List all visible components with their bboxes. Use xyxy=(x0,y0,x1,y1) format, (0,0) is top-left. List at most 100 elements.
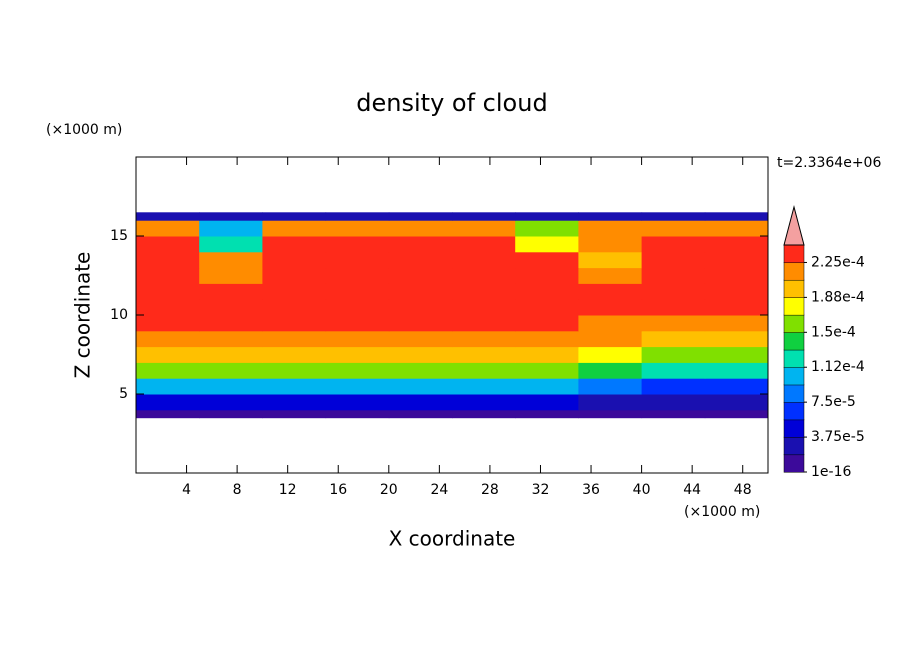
contour-cell xyxy=(136,236,200,253)
contour-cell xyxy=(199,394,263,411)
colorbar-band xyxy=(783,244,805,264)
contour-cell xyxy=(641,409,706,419)
contour-cell xyxy=(641,346,706,363)
contour-cell xyxy=(325,267,390,284)
contour-cell xyxy=(578,251,643,269)
contour-cell xyxy=(704,330,769,348)
contour-cell xyxy=(452,362,516,379)
contour-cell xyxy=(136,212,200,221)
contour-cell xyxy=(704,220,769,237)
contour-cell xyxy=(641,220,706,237)
contour-cell xyxy=(704,299,769,316)
contour-cell xyxy=(136,267,200,284)
contour-cell xyxy=(452,315,516,332)
contour-cell xyxy=(452,267,516,284)
contour-cell xyxy=(515,212,579,221)
x-tick-label: 48 xyxy=(734,482,752,498)
contour-cell xyxy=(388,267,453,284)
contour-cell xyxy=(452,212,516,221)
contour-cell xyxy=(262,251,327,269)
contour-cell xyxy=(325,409,390,419)
contour-cell xyxy=(578,362,643,379)
contour-cell xyxy=(515,394,579,411)
contour-cell xyxy=(704,394,769,411)
contour-cell xyxy=(452,299,516,316)
colorbar-label: 3.75e-5 xyxy=(811,429,865,445)
contour-cell xyxy=(325,362,390,379)
contour-cell xyxy=(515,315,579,332)
x-tick-label: 28 xyxy=(481,482,499,498)
contour-cell xyxy=(199,212,263,221)
contour-cell xyxy=(578,212,643,221)
contour-cell xyxy=(325,346,390,363)
contour-cell xyxy=(641,378,706,395)
contour-cell xyxy=(199,283,263,300)
contour-cell xyxy=(199,220,263,237)
contour-cell xyxy=(641,330,706,348)
contour-cell xyxy=(136,378,200,395)
contour-cell xyxy=(136,283,200,300)
contour-cell xyxy=(515,409,579,419)
colorbar-band xyxy=(783,349,805,368)
contour-cell xyxy=(578,220,643,237)
colorbar-band xyxy=(783,314,805,333)
colorbar-band xyxy=(783,366,805,386)
contour-cell xyxy=(704,251,769,269)
colorbar-label: 1.12e-4 xyxy=(811,359,865,375)
x-tick-label: 16 xyxy=(329,482,347,498)
contour-cell xyxy=(262,220,327,237)
contour-cell xyxy=(262,394,327,411)
contour-cell xyxy=(325,251,390,269)
colorbar-label: 1e-16 xyxy=(811,464,851,480)
contour-cell xyxy=(262,362,327,379)
contour-cell xyxy=(452,236,516,253)
contour-cell xyxy=(388,251,453,269)
colorbar-label: 7.5e-5 xyxy=(811,394,856,410)
contour-cell xyxy=(325,330,390,348)
contour-cell xyxy=(388,315,453,332)
contour-cell xyxy=(578,409,643,419)
chart-title: density of cloud xyxy=(356,89,547,117)
x-tick-label: 4 xyxy=(182,482,191,498)
contour-cell xyxy=(515,378,579,395)
contour-cell xyxy=(199,315,263,332)
contour-cell xyxy=(388,409,453,419)
colorbar-band xyxy=(783,297,805,316)
contour-cell xyxy=(388,212,453,221)
contour-cell xyxy=(452,346,516,363)
colorbar-band xyxy=(783,332,805,351)
contour-cell xyxy=(515,330,579,348)
contour-cell xyxy=(388,236,453,253)
contour-cell xyxy=(262,330,327,348)
contour-cell xyxy=(325,220,390,237)
contour-cell xyxy=(641,212,706,221)
contour-cell xyxy=(515,267,579,284)
contour-cell xyxy=(388,220,453,237)
contour-cell xyxy=(515,236,579,253)
contour-cell xyxy=(704,346,769,363)
contour-cell xyxy=(199,299,263,316)
contour-cell xyxy=(452,251,516,269)
x-unit: (×1000 m) xyxy=(684,504,760,520)
x-tick-label: 20 xyxy=(380,482,398,498)
colorbar-band xyxy=(783,262,805,281)
contour-cell xyxy=(262,315,327,332)
contour-cell xyxy=(515,346,579,363)
contour-cell xyxy=(262,346,327,363)
colorbar-band xyxy=(783,419,805,438)
x-tick-label: 40 xyxy=(633,482,651,498)
contour-cell xyxy=(704,236,769,253)
x-tick-label: 36 xyxy=(582,482,600,498)
contour-cell xyxy=(578,330,643,348)
x-tick-label: 8 xyxy=(233,482,242,498)
contour-cell xyxy=(578,315,643,332)
contour-cell xyxy=(136,315,200,332)
contour-cell xyxy=(641,362,706,379)
contour-cell xyxy=(325,378,390,395)
contour-cell xyxy=(199,378,263,395)
y-unit: (×1000 m) xyxy=(46,122,122,138)
colorbar-band xyxy=(783,401,805,421)
contour-cell xyxy=(515,299,579,316)
x-tick-label: 12 xyxy=(279,482,297,498)
contour-cell xyxy=(704,362,769,379)
